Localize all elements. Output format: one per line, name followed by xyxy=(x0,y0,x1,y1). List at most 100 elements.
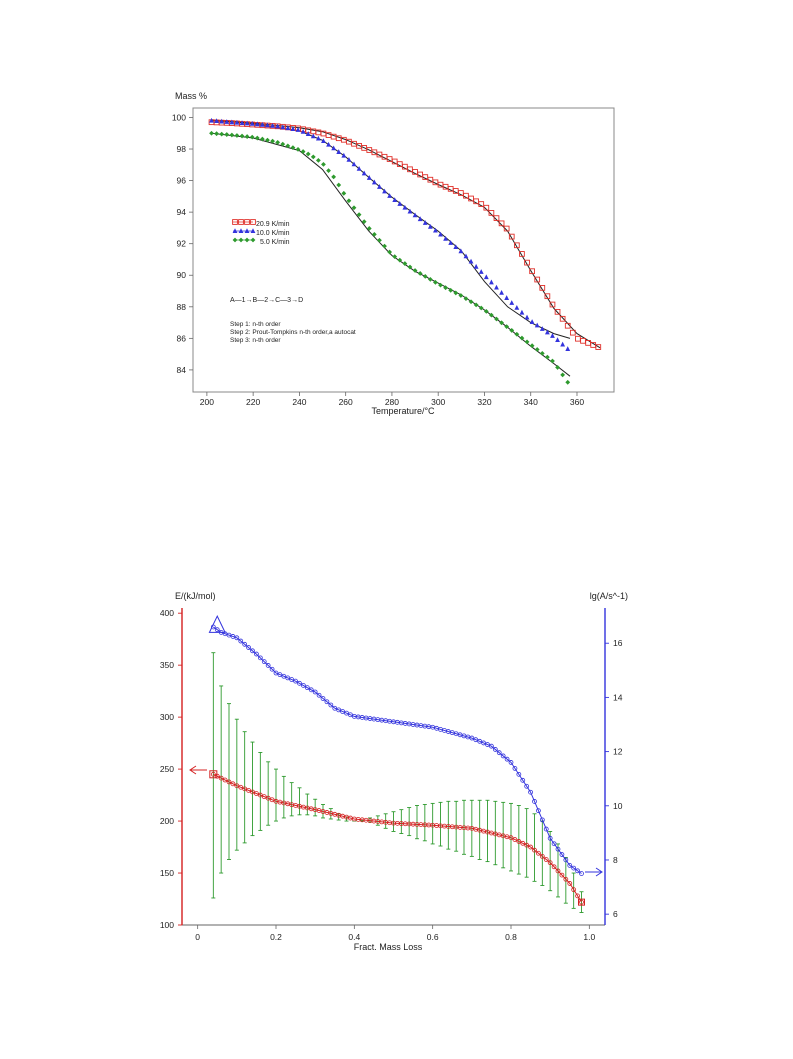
right-y-tick-label: 10 xyxy=(613,801,623,811)
left-y-tick-label: 400 xyxy=(160,608,174,618)
data-point xyxy=(534,347,540,352)
data-point-lgA xyxy=(469,735,475,741)
data-point xyxy=(366,175,372,180)
data-point-E xyxy=(524,842,530,848)
data-point-E xyxy=(234,783,240,789)
data-point-lgA xyxy=(320,696,326,701)
data-point xyxy=(529,343,535,349)
data-point xyxy=(356,212,362,218)
c1-ylabel: Mass % xyxy=(175,91,207,101)
data-point xyxy=(565,346,571,351)
data-point xyxy=(427,276,433,282)
data-point xyxy=(560,341,566,347)
data-point xyxy=(489,312,494,318)
data-point-E xyxy=(516,839,522,844)
data-point xyxy=(504,295,510,300)
data-point xyxy=(321,138,326,144)
data-point xyxy=(453,290,459,296)
data-point-lgA xyxy=(551,841,557,847)
data-point-E xyxy=(575,893,580,899)
series-line-E xyxy=(213,773,582,903)
c1-step-3: Step 3: n-th order xyxy=(230,337,281,344)
data-point xyxy=(397,257,403,263)
y-tick-label: 94 xyxy=(177,207,187,217)
start-marker-E xyxy=(209,770,218,779)
data-point xyxy=(310,133,316,139)
data-point xyxy=(559,315,566,322)
data-point xyxy=(508,233,515,240)
data-point-lgA xyxy=(512,765,518,771)
data-point-lgA xyxy=(547,835,553,841)
data-point-lgA xyxy=(481,740,486,746)
data-point xyxy=(336,149,342,154)
data-point-E xyxy=(210,771,216,777)
data-point xyxy=(539,350,545,356)
data-point xyxy=(224,132,230,137)
data-point-lgA xyxy=(246,645,251,650)
data-point-lgA xyxy=(579,871,584,876)
data-point xyxy=(280,141,286,147)
right-y-tick-label: 16 xyxy=(613,638,623,648)
data-point xyxy=(275,139,281,145)
data-point xyxy=(219,131,225,137)
data-point xyxy=(468,299,474,305)
data-point xyxy=(473,302,479,308)
data-point-lgA xyxy=(293,678,298,684)
data-point xyxy=(290,145,296,151)
data-point-lgA xyxy=(312,689,318,695)
data-point-E xyxy=(536,850,541,856)
data-point-lgA xyxy=(304,685,310,691)
right-y-tick-label: 6 xyxy=(613,909,618,919)
legend-entry-10-0: 10.0 K/min xyxy=(232,228,290,237)
legend-marker xyxy=(238,237,244,243)
data-point xyxy=(285,125,291,131)
data-point xyxy=(529,319,535,324)
data-point-lgA xyxy=(520,777,526,783)
data-point xyxy=(544,354,550,360)
data-point-E xyxy=(567,881,573,886)
data-point xyxy=(478,305,484,311)
data-point xyxy=(331,174,337,180)
legend-label: 20.9 K/min xyxy=(256,221,290,228)
data-point xyxy=(529,268,535,275)
data-point xyxy=(433,279,438,285)
data-point-lgA xyxy=(496,750,502,756)
data-point-lgA xyxy=(340,709,345,714)
right-y-tick-label: 12 xyxy=(613,747,623,757)
data-point-E xyxy=(230,781,236,787)
data-point-lgA xyxy=(344,710,349,716)
data-point xyxy=(569,329,576,336)
data-point-E xyxy=(242,786,248,792)
data-point xyxy=(346,198,352,204)
data-point xyxy=(433,227,438,233)
data-point xyxy=(392,254,398,260)
legend-marker xyxy=(244,219,250,225)
data-point xyxy=(300,128,306,134)
data-point-E xyxy=(226,779,232,785)
data-point-lgA xyxy=(301,683,306,688)
data-point xyxy=(270,138,275,144)
data-point xyxy=(239,133,245,139)
y-tick-label: 90 xyxy=(177,270,187,280)
data-point-lgA xyxy=(336,707,342,713)
x-tick-label: 260 xyxy=(339,397,353,407)
data-point xyxy=(259,136,265,142)
data-point xyxy=(524,259,530,266)
data-point xyxy=(387,249,393,255)
x-tick-label: 0.6 xyxy=(427,932,439,942)
data-point xyxy=(254,121,260,127)
data-point-lgA xyxy=(250,648,255,654)
c1-legend: 20.9 K/min 10.0 K/min 5.0 K/min xyxy=(232,219,290,246)
x-tick-label: 0.4 xyxy=(348,932,360,942)
data-point xyxy=(565,379,571,385)
legend-marker xyxy=(250,237,256,243)
data-point xyxy=(534,276,541,283)
data-point-lgA xyxy=(528,789,533,795)
data-point xyxy=(254,135,260,141)
data-point-lgA xyxy=(536,808,541,814)
data-point-lgA xyxy=(316,692,322,698)
data-point xyxy=(209,117,214,123)
data-point xyxy=(458,293,464,298)
data-point xyxy=(438,282,443,288)
data-point xyxy=(326,168,331,174)
